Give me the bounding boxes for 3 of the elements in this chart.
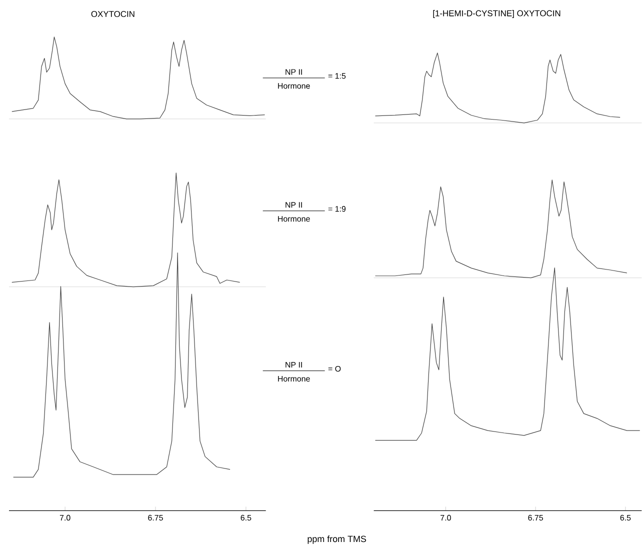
chart-title: OXYTOCIN [91,11,134,18]
x-axis-title: ppm from TMS [308,536,366,544]
chart-title: [1-HEMI-D-CYSTINE] OXYTOCIN [433,10,560,18]
